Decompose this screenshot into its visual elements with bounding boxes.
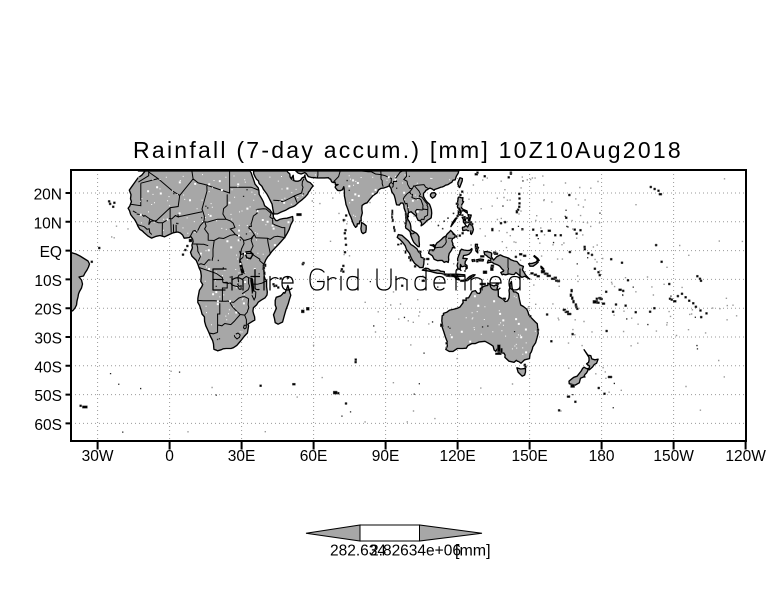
svg-text:10N: 10N [34,215,62,232]
svg-text:30W: 30W [82,448,114,465]
svg-text:120E: 120E [439,448,475,465]
svg-text:90E: 90E [372,448,400,465]
svg-text:180: 180 [589,448,615,465]
svg-text:Rainfall (7-day accum.) [mm] 1: Rainfall (7-day accum.) [mm] 10Z10Aug201… [133,137,683,163]
svg-text:60S: 60S [34,417,62,434]
svg-text:20N: 20N [34,187,62,204]
svg-text:150E: 150E [511,448,547,465]
svg-text:282.634: 282.634 [330,543,386,560]
svg-text:30S: 30S [34,331,62,348]
svg-text:0: 0 [165,448,174,465]
svg-text:EQ: EQ [40,244,62,261]
svg-text:2.82634e+06: 2.82634e+06 [370,543,461,560]
svg-text:30E: 30E [228,448,256,465]
svg-text:[mm]: [mm] [455,543,491,560]
svg-text:20S: 20S [34,302,62,319]
svg-text:120W: 120W [725,448,766,465]
svg-text:60E: 60E [300,448,328,465]
svg-text:50S: 50S [34,388,62,405]
svg-text:10S: 10S [34,273,62,290]
svg-text:150W: 150W [653,448,694,465]
svg-text:40S: 40S [34,359,62,376]
